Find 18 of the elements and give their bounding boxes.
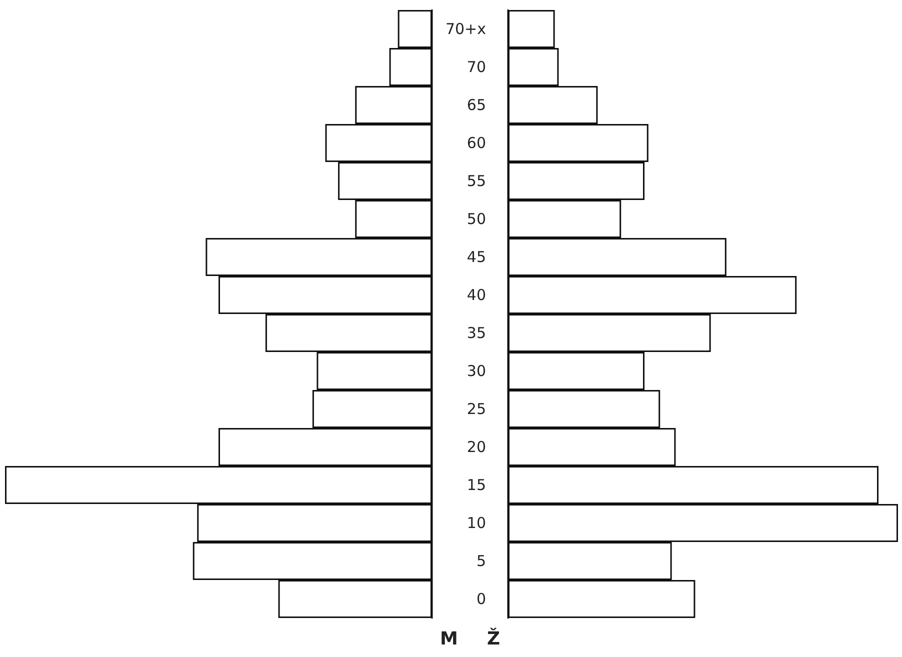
y-tick-label: 25 [466, 400, 486, 418]
y-tick-label: 30 [466, 362, 486, 380]
y-tick-label: 55 [466, 172, 486, 190]
y-tick-label: 5 [476, 552, 486, 570]
y-tick-label: 60 [466, 134, 486, 152]
y-tick-label: 35 [466, 324, 486, 342]
y-tick-label: 10 [466, 514, 486, 532]
y-tick-label: 65 [466, 96, 486, 114]
x-axis-title: M [440, 628, 458, 650]
y-tick-label: 70 [466, 58, 486, 76]
y-tick-label: 20 [466, 438, 486, 456]
y-tick-label: 40 [466, 286, 486, 304]
y-tick-label: 45 [466, 248, 486, 266]
y-tick-label: 50 [466, 210, 486, 228]
y-tick-label: 15 [466, 476, 486, 494]
y-tick-label: 70+x [445, 20, 486, 38]
y-tick-label: 0 [476, 590, 486, 608]
x-axis-title: Ž [486, 628, 500, 650]
